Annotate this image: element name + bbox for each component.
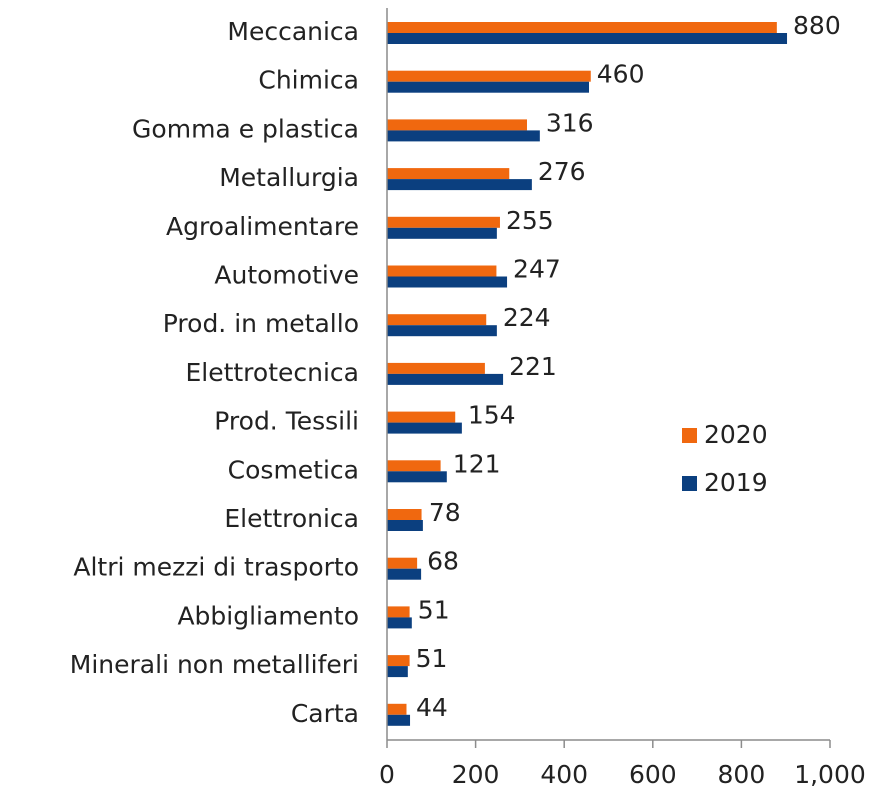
- data-label: 51: [418, 595, 450, 624]
- x-tick-label: 200: [452, 760, 500, 789]
- bar: [387, 179, 532, 191]
- bar: [387, 568, 422, 580]
- data-label: 51: [416, 644, 448, 673]
- y-tick-label: Agroalimentare: [166, 212, 359, 241]
- bar: [387, 81, 590, 93]
- y-tick-label: Cosmetica: [228, 455, 359, 484]
- bar: [387, 509, 422, 520]
- data-label: 247: [513, 255, 561, 284]
- bar: [387, 666, 408, 678]
- bar: [387, 325, 497, 337]
- legend-label: 2020: [704, 420, 768, 449]
- bar: [387, 606, 410, 618]
- y-tick-label: Chimica: [258, 66, 359, 95]
- bar: [387, 460, 441, 472]
- bar: [387, 373, 504, 385]
- bar: [387, 276, 508, 288]
- y-tick-label: Elettrotecnica: [185, 358, 359, 387]
- data-label: 121: [453, 449, 501, 478]
- data-label: 221: [509, 352, 557, 381]
- data-label: 68: [427, 547, 459, 576]
- bar: [387, 362, 485, 374]
- x-tick-label: 600: [629, 760, 677, 789]
- y-tick-label: Minerali non metalliferi: [70, 650, 359, 679]
- bar: [387, 216, 500, 228]
- data-label: 460: [597, 60, 645, 89]
- data-label: 276: [538, 157, 586, 186]
- y-tick-label: Altri mezzi di trasporto: [73, 553, 359, 582]
- bar: [387, 130, 540, 142]
- y-tick-label: Elettronica: [224, 504, 359, 533]
- bar: [387, 471, 447, 483]
- x-tick-label: 400: [540, 760, 588, 789]
- data-label: 78: [429, 498, 461, 527]
- bar: [387, 70, 591, 82]
- bar: [387, 22, 777, 33]
- y-tick-label: Metallurgia: [219, 163, 359, 192]
- x-tick-label: 1,000: [794, 760, 866, 789]
- bar: [387, 655, 410, 667]
- bar: [387, 33, 788, 44]
- bar: [387, 422, 462, 434]
- y-tick-label: Gomma e plastica: [132, 114, 359, 143]
- y-tick-label: Abbigliamento: [177, 601, 359, 630]
- y-tick-label: Carta: [291, 699, 359, 728]
- bar: [387, 411, 456, 423]
- bar: [387, 520, 423, 531]
- bar: [387, 265, 497, 277]
- data-label: 154: [468, 401, 516, 430]
- legend-swatch: [682, 476, 697, 491]
- x-tick-label: 0: [379, 760, 395, 789]
- x-tick-label: 800: [718, 760, 766, 789]
- data-label: 255: [506, 206, 554, 235]
- bar: [387, 119, 527, 131]
- bar: [387, 714, 411, 726]
- y-tick-label: Prod. Tessili: [214, 407, 359, 436]
- legend-swatch: [682, 428, 697, 443]
- data-label: 224: [503, 303, 551, 332]
- data-label: 880: [793, 11, 841, 40]
- bar: [387, 617, 412, 629]
- bar: [387, 227, 497, 239]
- bar: [387, 314, 487, 326]
- y-tick-label: Prod. in metallo: [163, 309, 359, 338]
- legend-label: 2019: [704, 468, 768, 497]
- bar: [387, 168, 510, 180]
- y-tick-label: Automotive: [214, 261, 359, 290]
- y-tick-label: Meccanica: [227, 17, 359, 46]
- data-label: 44: [416, 693, 448, 722]
- data-label: 316: [546, 108, 594, 137]
- bar: [387, 557, 418, 569]
- bar: [387, 703, 407, 715]
